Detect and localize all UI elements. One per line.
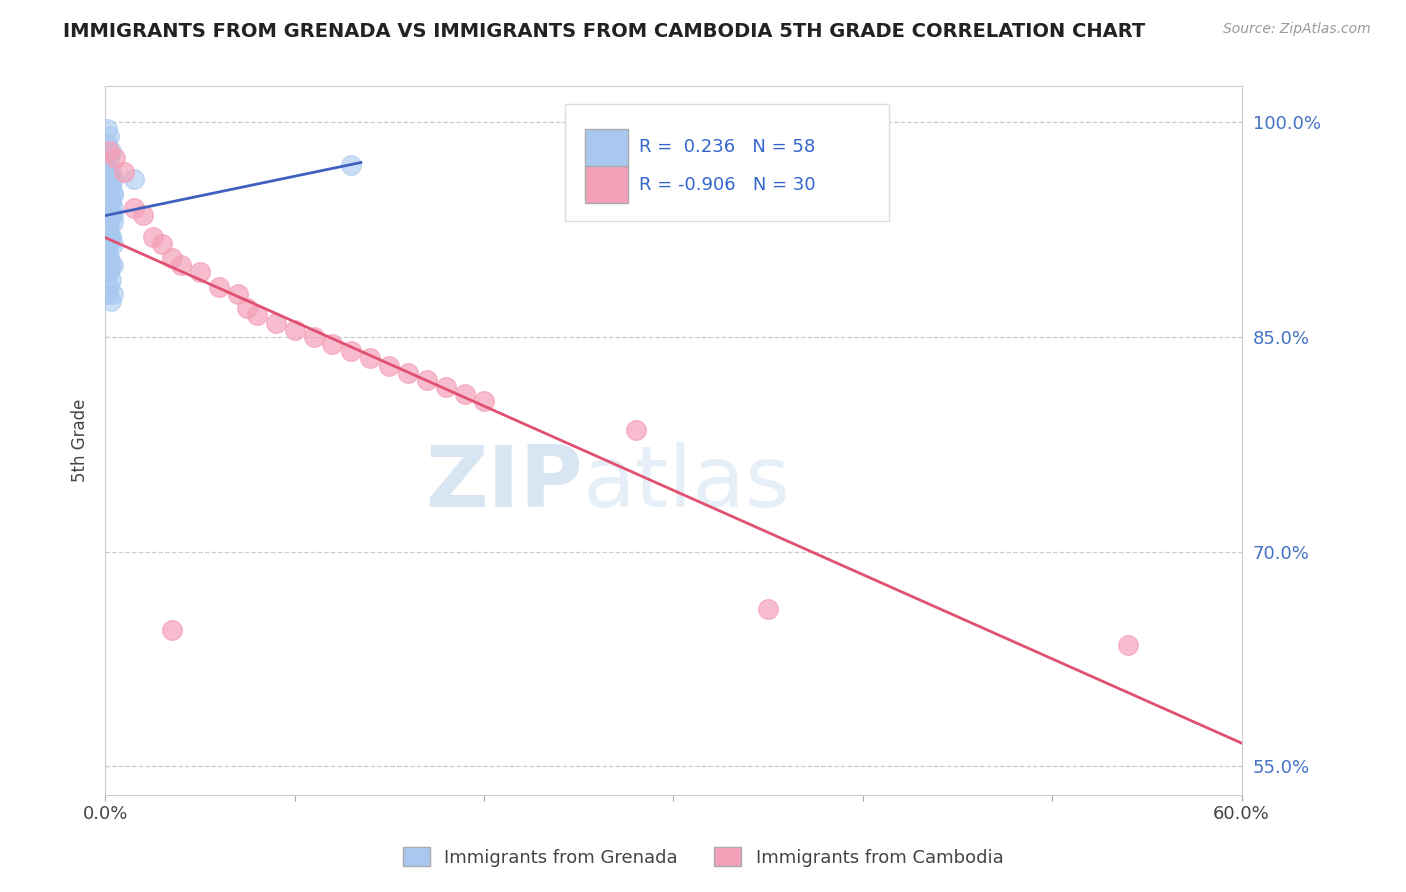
FancyBboxPatch shape	[565, 104, 890, 221]
Point	[188, 265, 211, 279]
Point	[264, 316, 287, 330]
Point	[100, 179, 122, 194]
Point	[100, 294, 122, 309]
Point	[98, 251, 121, 265]
Point	[98, 172, 121, 186]
Point	[101, 201, 124, 215]
Point	[96, 179, 118, 194]
Point	[96, 222, 118, 236]
Point	[416, 373, 439, 387]
Point	[96, 194, 118, 208]
Y-axis label: 5th Grade: 5th Grade	[72, 399, 89, 483]
Point	[101, 287, 124, 301]
Point	[246, 309, 269, 323]
Point	[132, 208, 155, 222]
Point	[284, 323, 307, 337]
Point	[100, 208, 122, 222]
Point	[302, 330, 325, 344]
Point	[96, 287, 118, 301]
Point	[96, 186, 118, 201]
Point	[340, 158, 363, 172]
Point	[100, 194, 122, 208]
Text: Source: ZipAtlas.com: Source: ZipAtlas.com	[1223, 22, 1371, 37]
Point	[98, 172, 121, 186]
Point	[98, 179, 121, 194]
Point	[142, 229, 165, 244]
Point	[378, 359, 401, 373]
Point	[101, 215, 124, 229]
Point	[1116, 638, 1139, 652]
Point	[100, 179, 122, 194]
Point	[100, 172, 122, 186]
Point	[150, 236, 173, 251]
Point	[98, 265, 121, 279]
Text: atlas: atlas	[582, 442, 790, 524]
Point	[122, 201, 145, 215]
Point	[122, 172, 145, 186]
Point	[98, 201, 121, 215]
Point	[454, 387, 477, 401]
Point	[96, 244, 118, 258]
Text: ZIP: ZIP	[425, 442, 582, 524]
Point	[100, 144, 122, 158]
Point	[98, 208, 121, 222]
Point	[96, 265, 118, 279]
Point	[112, 165, 135, 179]
Point	[96, 201, 118, 215]
Point	[434, 380, 457, 394]
Point	[226, 287, 249, 301]
Point	[101, 186, 124, 201]
Point	[98, 251, 121, 265]
Point	[170, 258, 193, 272]
Text: IMMIGRANTS FROM GRENADA VS IMMIGRANTS FROM CAMBODIA 5TH GRADE CORRELATION CHART: IMMIGRANTS FROM GRENADA VS IMMIGRANTS FR…	[63, 22, 1146, 41]
Point	[98, 280, 121, 294]
Point	[98, 222, 121, 236]
Point	[96, 201, 118, 215]
Point	[208, 280, 231, 294]
Point	[396, 366, 419, 380]
Point	[101, 186, 124, 201]
Point	[756, 602, 779, 616]
Point	[98, 215, 121, 229]
Point	[98, 172, 121, 186]
Point	[101, 172, 124, 186]
Point	[101, 258, 124, 272]
Point	[98, 201, 121, 215]
Point	[98, 229, 121, 244]
Point	[96, 136, 118, 151]
Point	[101, 208, 124, 222]
Point	[98, 186, 121, 201]
Text: R = -0.906   N = 30: R = -0.906 N = 30	[640, 176, 815, 194]
Legend: Immigrants from Grenada, Immigrants from Cambodia: Immigrants from Grenada, Immigrants from…	[395, 840, 1011, 874]
Point	[98, 194, 121, 208]
Point	[340, 344, 363, 359]
Point	[624, 423, 647, 437]
Point	[96, 122, 118, 136]
Text: R =  0.236   N = 58: R = 0.236 N = 58	[640, 138, 815, 156]
Point	[100, 229, 122, 244]
Point	[160, 251, 183, 265]
Point	[98, 144, 121, 158]
Point	[236, 301, 259, 316]
FancyBboxPatch shape	[585, 167, 628, 203]
Point	[96, 158, 118, 172]
Point	[101, 236, 124, 251]
Point	[472, 394, 495, 409]
Point	[100, 229, 122, 244]
Point	[100, 165, 122, 179]
Point	[321, 337, 343, 351]
Point	[359, 351, 381, 366]
Point	[98, 129, 121, 144]
Point	[100, 258, 122, 272]
Point	[98, 258, 121, 272]
Point	[104, 151, 127, 165]
Point	[98, 236, 121, 251]
FancyBboxPatch shape	[585, 128, 628, 166]
Point	[100, 273, 122, 287]
Point	[98, 151, 121, 165]
Point	[160, 624, 183, 638]
Point	[100, 194, 122, 208]
Point	[96, 165, 118, 179]
Point	[96, 244, 118, 258]
